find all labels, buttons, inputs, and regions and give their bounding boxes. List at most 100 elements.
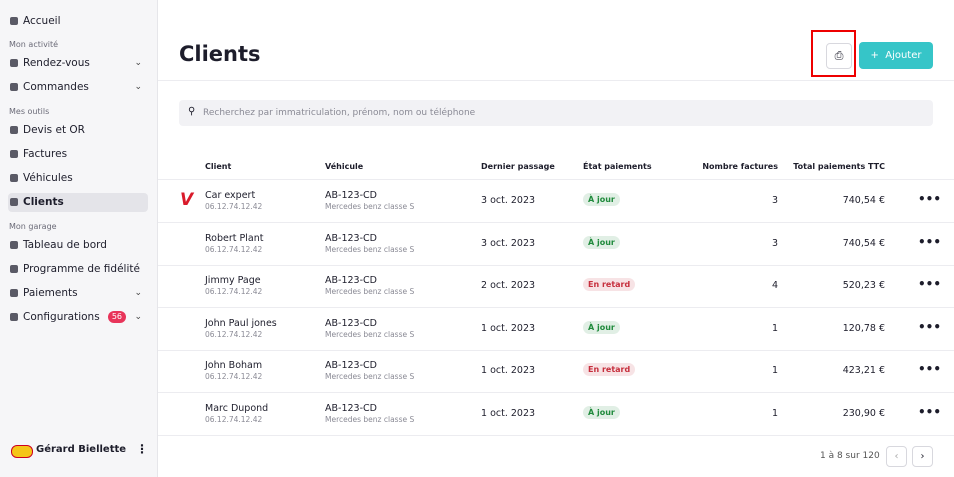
nav-icon [10,17,18,25]
client-phone: 06.12.74.12.42 [205,329,263,339]
nav-label: Devis et OR [23,124,85,136]
column-header: Total paiements TTC [793,162,885,171]
nav-label: Clients [23,196,64,208]
invoice-count: 3 [771,195,778,206]
client-phone: 06.12.74.12.42 [205,244,263,254]
search-icon: ⚲ [188,106,196,117]
table-row[interactable] [158,350,954,392]
status-pill: En retard [583,363,636,377]
nav-icon [10,59,18,67]
last-visit: 1 oct. 2023 [481,408,536,419]
nav-label: Configurations [23,311,100,323]
table-row[interactable] [158,308,954,350]
nav-chevron: ⌄ [134,82,142,92]
nav-label: Factures [23,148,68,160]
client-phone: 06.12.74.12.42 [205,287,263,297]
client-phone: 06.12.74.12.42 [205,415,263,424]
vehicle-model: Mercedes benz classe S [325,287,415,297]
status-pill: À jour [583,235,620,249]
last-visit: 1 oct. 2023 [481,322,536,334]
client-phone: 06.12.74.12.42 [205,202,263,211]
section-title: Mes outils [9,107,50,116]
payment-total: 423,21 € [842,365,885,377]
client-name: Jimmy Page [205,275,261,287]
nav-icon [10,150,18,158]
table-row[interactable] [158,223,954,265]
nav-item[interactable]: Tableau de bord [8,236,148,255]
vehicle-model: Mercedes benz classe S [325,329,415,339]
table-row[interactable] [158,393,954,435]
payment-total: 230,90 € [842,408,885,419]
client-phone: 06.12.74.12.42 [205,372,263,382]
row-divider [158,435,954,436]
client-name: John Paul jones [205,317,277,329]
nav-chevron: ⌄ [134,312,142,322]
row-divider [158,222,954,223]
sidebar: Gérard Biellette ⋮ Accueil Mon activité Re… [0,0,158,477]
row-actions[interactable]: ••• [918,405,942,419]
status-pill: À jour [583,406,620,419]
nav-item[interactable]: Programme de fidélité [8,260,148,279]
export-button[interactable]: ⎙ [826,43,852,69]
add-button-label: Ajouter [885,50,922,61]
vehicle-plate: AB-123-CD [325,403,377,414]
vehicle-plate: AB-123-CD [325,275,377,287]
nav-icon [10,198,18,206]
table-row[interactable] [158,265,954,307]
search-box[interactable]: ⚲ Recherchez par immatriculation, prénom… [179,100,933,126]
search-placeholder: Recherchez par immatriculation, prénom, … [203,108,476,118]
row-actions[interactable]: ••• [918,319,942,334]
vehicle-plate: AB-123-CD [325,360,377,372]
add-button[interactable]: + Ajouter [859,42,933,69]
nav-item[interactable]: Accueil [8,12,148,31]
nav-icon [10,174,18,182]
payment-total: 740,54 € [842,195,885,206]
status-pill: En retard [583,278,636,292]
vehicle-plate: AB-123-CD [325,190,377,201]
nav-icon [10,83,18,91]
nav-icon [10,265,18,273]
page-title: Clients [179,42,261,66]
table-row[interactable] [158,180,954,222]
nav-item[interactable]: Factures [8,145,148,164]
nav-item[interactable]: Commandes ⌄ [8,78,148,97]
nav-item[interactable]: Devis et OR [8,121,148,140]
client-name: Robert Plant [205,232,264,244]
nav-item[interactable]: Véhicules [8,169,148,188]
client-logo: V [180,190,194,210]
nav-label: Paiements [23,287,78,299]
nav-item[interactable]: Clients [8,193,148,212]
user-name: Gérard Biellette [36,444,127,455]
nav-label: Programme de fidélité [23,263,140,275]
nav-item[interactable]: Configurations 56 ⌄ [8,308,148,327]
user-more[interactable]: ⋮ [136,442,148,456]
nav-label: Tableau de bord [23,239,107,251]
nav-item[interactable]: Rendez-vous ⌄ [8,54,148,73]
nav-item[interactable]: Paiements ⌄ [8,284,148,303]
row-divider [158,264,954,266]
column-header: Nombre factures [702,162,778,171]
client-name: Marc Dupond [205,403,269,414]
row-actions[interactable]: ••• [918,192,942,206]
row-actions[interactable]: ••• [918,234,942,249]
next-page[interactable]: › [912,446,933,467]
row-actions[interactable]: ••• [918,362,942,377]
vehicle-model: Mercedes benz classe S [325,202,415,211]
prev-page[interactable]: ‹ [886,446,907,467]
invoice-count: 1 [771,322,778,334]
user-menu[interactable]: Gérard Biellette ⋮ [8,436,148,466]
nav-icon [10,126,18,134]
row-actions[interactable]: ••• [918,277,942,292]
invoice-count: 3 [771,237,778,249]
nav-chevron: ⌄ [134,58,142,68]
invoice-count: 1 [771,408,778,419]
last-visit: 2 oct. 2023 [481,280,536,292]
last-visit: 1 oct. 2023 [481,365,536,377]
nav-badge: 56 [107,311,126,323]
nav-label: Commandes [23,81,89,93]
vehicle-model: Mercedes benz classe S [325,372,415,382]
last-visit: 3 oct. 2023 [481,195,536,206]
payment-total: 740,54 € [842,237,885,249]
